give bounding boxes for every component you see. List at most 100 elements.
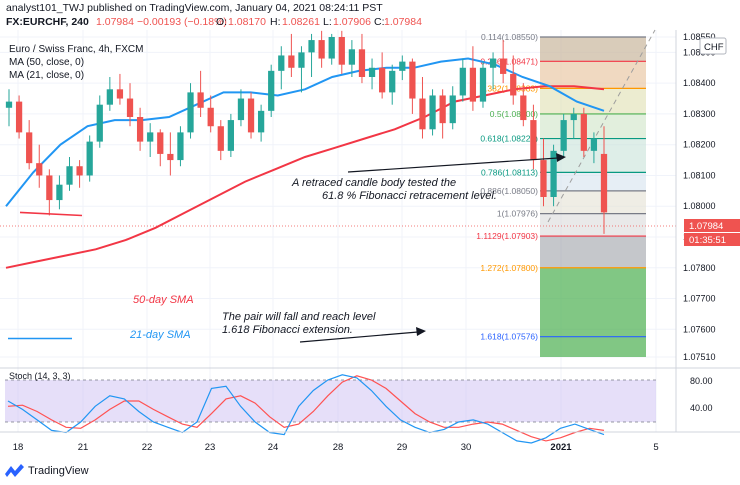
- change-value: −0.00193 (−0.18%): [137, 16, 227, 28]
- candle-body: [409, 61, 416, 99]
- candle-body: [86, 141, 93, 176]
- fib-level-label: 0.886(1.08050): [480, 186, 538, 196]
- candle-body: [227, 120, 234, 151]
- candle-body: [217, 126, 224, 151]
- candle-body: [429, 95, 436, 130]
- candle-body: [66, 166, 73, 185]
- countdown-tag-text: 01:35:51: [689, 235, 726, 246]
- x-tick-label: 21: [78, 442, 89, 453]
- last-price-tag: 1.07984 01:35:51: [684, 219, 740, 246]
- candle-body: [247, 98, 255, 133]
- stoch-label: Stoch (14, 3, 3): [9, 371, 71, 381]
- ma50-line: [5, 85, 605, 269]
- stoch-band: [5, 380, 656, 422]
- fib-level-label: 1.618(1.07576): [480, 332, 538, 342]
- currency-button[interactable]: CHF: [699, 37, 727, 55]
- last-value: 1.07984: [96, 16, 134, 28]
- retrace-annotation-line2: 61.8 % Fibonacci retracement level.: [322, 190, 497, 202]
- candle-body: [600, 153, 608, 213]
- candle-body: [96, 104, 103, 142]
- fib-zone: [540, 88, 646, 114]
- candle-body: [560, 120, 567, 151]
- candle-body: [177, 132, 184, 161]
- symbol-label: FX:EURCHF, 240: [6, 16, 89, 28]
- publish-info: analyst101_TWJ published on TradingView.…: [6, 2, 383, 14]
- tradingview-icon: [5, 464, 24, 477]
- open-value: 1.08170: [228, 16, 266, 28]
- fib-level-label: 0.5(1.08300): [490, 109, 538, 119]
- candle-body: [479, 67, 487, 102]
- candle-body: [116, 89, 124, 99]
- candle-body: [237, 98, 245, 121]
- candle-body: [399, 61, 406, 71]
- fib-zone: [540, 336, 646, 357]
- fib-zone: [540, 172, 646, 191]
- candle-body: [278, 55, 285, 71]
- x-tick-label: 2021: [550, 442, 572, 453]
- annotation-arrow-fall: [299, 327, 426, 343]
- close-value: 1.07984: [384, 16, 422, 28]
- candle-body: [298, 52, 305, 68]
- candle-body: [26, 132, 33, 164]
- fall-annotation-line2: 1.618 Fibonacci extension.: [222, 324, 353, 336]
- fibonacci-lines: 0.114(1.08550) 0.236(1.08471) 0.382(1.0838…: [476, 32, 646, 342]
- candle-body: [5, 101, 13, 108]
- candle-body: [36, 163, 43, 176]
- last-price-tag-text: 1.07984: [689, 221, 723, 232]
- x-tick-label: 30: [461, 442, 472, 453]
- sma21-annotation: 21-day SMA: [129, 329, 191, 341]
- candle-body: [389, 70, 396, 93]
- legend-ma50-sample: [19, 211, 83, 217]
- candlestick-series: [5, 30, 608, 234]
- candle-body: [419, 98, 426, 130]
- y-tick-label: 1.08000: [683, 201, 716, 211]
- retrace-annotation-line1: A retraced candle body tested the: [291, 177, 456, 189]
- candle-body: [15, 101, 23, 133]
- candle-body: [76, 166, 83, 176]
- x-tick-label: 22: [142, 442, 153, 453]
- candle-body: [46, 175, 53, 201]
- y-tick-label: 1.07600: [683, 324, 716, 334]
- y-tick-label: 1.08200: [683, 140, 716, 150]
- fib-level-label: 0.786(1.08113): [481, 167, 538, 177]
- fib-zone: [540, 236, 646, 268]
- candle-body: [489, 58, 497, 68]
- candle-body: [540, 160, 547, 197]
- legend-ma50: MA (50, close, 0): [9, 57, 84, 68]
- ohlc-header: FX:EURCHF, 240 1.07984 −0.00193 (−0.18%)…: [6, 16, 422, 28]
- close-label: C:: [374, 16, 385, 28]
- candle-body: [368, 67, 376, 77]
- sma50-annotation: 50-day SMA: [133, 294, 194, 306]
- y-tick-label: 1.08550: [683, 32, 716, 42]
- fib-zone: [540, 213, 646, 237]
- candle-body: [449, 95, 456, 124]
- currency-button-label: CHF: [704, 42, 724, 53]
- x-tick-label: 24: [268, 442, 279, 453]
- fib-zone: [540, 190, 646, 214]
- y-tick-label: 1.08400: [683, 78, 716, 88]
- candle-body: [147, 132, 154, 142]
- candle-body: [167, 153, 174, 161]
- candle-body: [570, 113, 577, 121]
- candle-body: [207, 107, 214, 127]
- candle-body: [106, 89, 113, 105]
- high-label: H:: [270, 16, 281, 28]
- candle-body: [187, 92, 194, 133]
- legend-ma21: MA (21, close, 0): [9, 70, 84, 81]
- candle-body: [348, 49, 356, 65]
- low-value: 1.07906: [333, 16, 371, 28]
- y-tick-label: 1.07700: [683, 294, 716, 304]
- candle-body: [439, 95, 446, 124]
- candle-body: [288, 55, 295, 68]
- fib-level-label: 1.1129(1.07903): [476, 231, 538, 241]
- candle-body: [580, 113, 587, 151]
- tradingview-logo[interactable]: TradingView: [5, 464, 89, 477]
- candle-body: [197, 92, 204, 108]
- brand-label: TradingView: [28, 465, 89, 477]
- fib-zone: [540, 113, 646, 139]
- candle-body: [530, 120, 537, 161]
- candle-body: [520, 95, 527, 121]
- fib-level-label: 0.114(1.08550): [481, 32, 538, 42]
- stoch-level-80: 80.00: [690, 376, 713, 386]
